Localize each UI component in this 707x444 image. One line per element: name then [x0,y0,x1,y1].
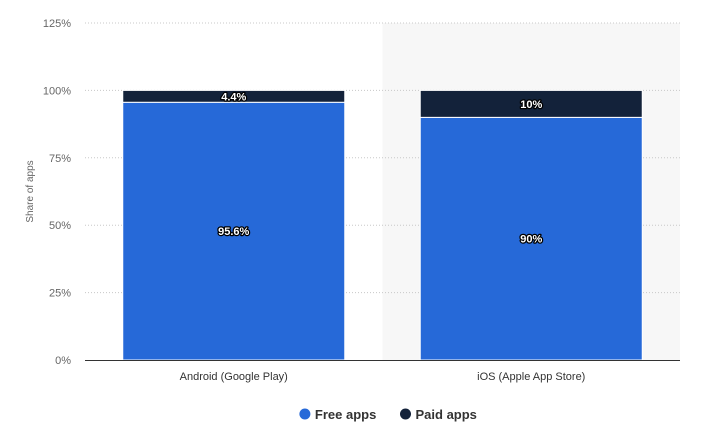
y-tick-label: 50% [49,220,71,232]
data-labels: 95.6% 4.4% 90% 10% [217,90,544,247]
data-label: 10% [520,99,542,111]
legend-item[interactable]: Paid apps [400,407,477,422]
bar-free-apps [122,101,346,361]
y-tick-label: 75% [49,153,71,165]
y-tick-label: 0% [55,355,71,367]
legend[interactable]: Free apps Paid apps [299,407,477,422]
bar-paid-apps [122,89,346,103]
y-axis-title: Share of apps [25,160,36,222]
legend-marker [400,408,411,420]
legend-label: Paid apps [416,407,477,422]
bar-free-apps [419,116,643,361]
x-category-label: iOS (Apple App Store) [477,371,585,383]
y-axis-ticks: 0% 25% 50% 75% 100% 125% [43,18,71,367]
x-axis-categories: Android (Google Play) iOS (Apple App Stor… [180,371,586,383]
x-category-label: Android (Google Play) [180,371,288,383]
bars [122,89,643,361]
bar-paid-apps [419,89,643,118]
y-tick-label: 25% [49,288,71,300]
y-tick-label: 100% [43,85,71,97]
legend-label: Free apps [315,407,376,422]
legend-item[interactable]: Free apps [299,407,376,422]
data-label: 95.6% [218,226,249,238]
data-label: 4.4% [221,91,246,103]
y-tick-label: 125% [43,18,71,30]
data-label: 90% [520,234,542,246]
legend-marker [299,408,311,420]
